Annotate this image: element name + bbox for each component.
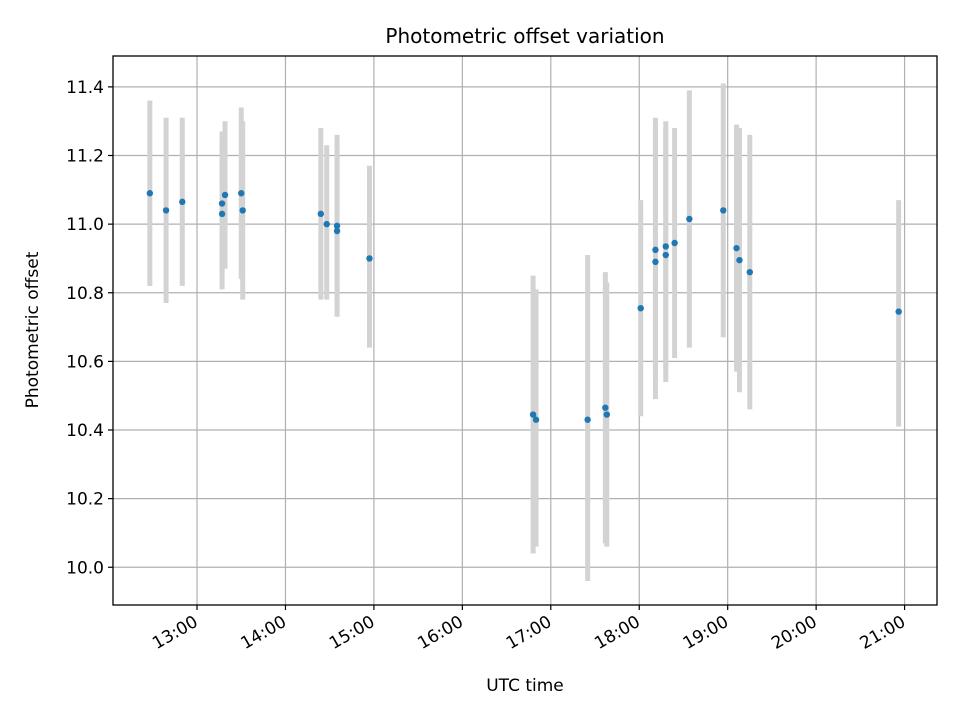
data-point bbox=[239, 207, 246, 214]
data-point bbox=[179, 198, 186, 206]
data-point bbox=[317, 210, 325, 218]
data-point bbox=[603, 411, 611, 418]
y-tick-label: 10.0 bbox=[66, 558, 104, 578]
x-axis-label: UTC time bbox=[486, 676, 564, 696]
data-point bbox=[366, 255, 373, 262]
y-tick-label: 10.6 bbox=[66, 352, 104, 372]
data-point bbox=[238, 190, 245, 197]
data-point bbox=[686, 215, 693, 223]
y-tick-label: 11.0 bbox=[66, 215, 104, 235]
data-point bbox=[333, 227, 341, 235]
data-point bbox=[671, 239, 678, 247]
y-tick-label: 10.8 bbox=[66, 284, 104, 304]
y-tick-label: 10.4 bbox=[66, 421, 104, 441]
data-point bbox=[637, 304, 644, 312]
y-tick-label: 10.2 bbox=[66, 490, 104, 510]
data-point bbox=[529, 411, 537, 418]
chart-title: Photometric offset variation bbox=[385, 24, 664, 48]
data-point bbox=[746, 268, 753, 276]
grid bbox=[113, 56, 937, 605]
data-point bbox=[221, 191, 229, 199]
data-point bbox=[662, 243, 669, 250]
data-point bbox=[720, 207, 727, 214]
data-point bbox=[736, 256, 743, 264]
data-point bbox=[333, 222, 341, 230]
data-point bbox=[584, 416, 591, 423]
data-point bbox=[162, 207, 170, 214]
data-point bbox=[323, 220, 330, 228]
data-point bbox=[895, 308, 902, 315]
y-axis-label: Photometric offset bbox=[23, 251, 43, 408]
data-point bbox=[652, 258, 659, 266]
y-axis-ticks: 10.0 10.2 10.4 10.6 10.8 11.0 11.2 11.4 bbox=[66, 78, 113, 578]
data-point bbox=[662, 251, 669, 259]
y-tick-label: 11.2 bbox=[66, 147, 104, 167]
data-point bbox=[532, 416, 540, 423]
data-point bbox=[602, 404, 609, 411]
data-points bbox=[146, 190, 902, 423]
data-point bbox=[218, 210, 226, 218]
data-point bbox=[146, 190, 154, 197]
data-point bbox=[733, 244, 740, 252]
plot-frame bbox=[112, 55, 938, 606]
y-tick-label: 11.4 bbox=[66, 78, 104, 98]
data-point bbox=[652, 246, 659, 254]
data-point bbox=[218, 200, 226, 207]
